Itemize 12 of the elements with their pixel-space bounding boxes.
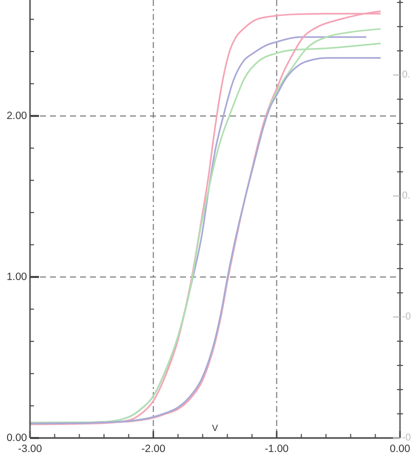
y2-tick-label: 0. <box>402 190 410 202</box>
y2-tick-label: -0 <box>402 312 412 323</box>
x-tick-label: -1.00 <box>264 443 289 455</box>
x-axis-title: V <box>212 423 218 433</box>
y-tick-label: 2.00 <box>6 110 28 122</box>
x-tick-label: 0.00 <box>390 443 410 455</box>
x-tick-label: -2.00 <box>141 443 166 455</box>
y-tick-label: 0.00 <box>6 432 28 444</box>
y2-tick-label: 0. <box>402 70 410 81</box>
y2-tick-label: -0 <box>402 432 412 444</box>
x-tick-label: -3.00 <box>18 443 42 455</box>
y-tick-label: 1.00 <box>6 270 28 283</box>
